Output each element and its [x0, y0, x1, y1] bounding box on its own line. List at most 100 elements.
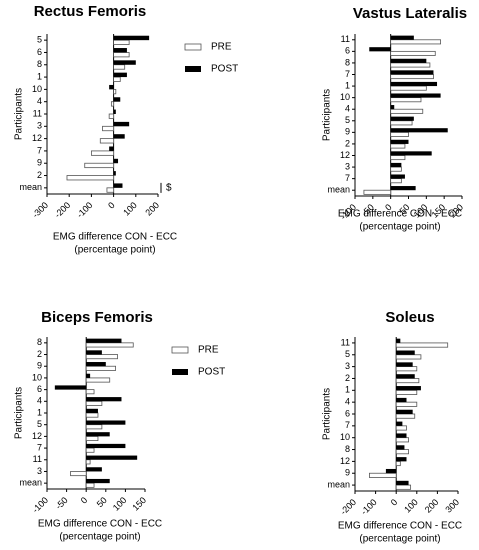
bar: [109, 84, 114, 90]
y-tick-label: 2: [345, 138, 350, 148]
bar: [390, 151, 432, 156]
bar: [390, 139, 409, 144]
bar: [85, 447, 95, 453]
bar: [396, 374, 415, 379]
y-tick-label: 6: [345, 408, 350, 418]
bar: [390, 166, 402, 172]
y-tick-label: 4: [37, 96, 42, 106]
bar: [85, 377, 111, 383]
x-tick-label: -200: [338, 497, 358, 517]
y-tick-label: 1: [345, 80, 350, 90]
y-tick-label: 8: [345, 444, 350, 454]
bar: [395, 460, 401, 467]
bar: [113, 109, 116, 114]
legend-label: PRE: [198, 345, 219, 356]
bar: [113, 134, 125, 139]
y-tick-label: 6: [345, 46, 350, 56]
bar: [390, 70, 434, 75]
bar: [113, 72, 127, 78]
bar: [86, 350, 102, 355]
chart-title: Vastus Lateralis: [353, 5, 467, 22]
bar: [85, 412, 99, 418]
y-tick-label: 11: [341, 34, 350, 44]
bar: [396, 338, 401, 343]
y-tick-label: 7: [345, 69, 350, 79]
x-tick-label: 100: [111, 495, 129, 513]
y-tick-label: 10: [32, 84, 42, 94]
bar: [390, 85, 427, 91]
bar: [395, 366, 418, 372]
bar: [113, 171, 116, 176]
bar: [85, 435, 99, 441]
y-axis-label: Participants: [322, 388, 333, 440]
y-tick-label: 11: [33, 454, 42, 464]
y-tick-label: 8: [37, 337, 42, 347]
y-tick-label: 8: [37, 59, 42, 69]
x-tick-label: 200: [423, 497, 441, 515]
bar: [390, 105, 395, 110]
y-tick-label: 9: [345, 468, 350, 478]
bar: [395, 342, 449, 348]
bar: [86, 338, 122, 343]
y-tick-label: 11: [341, 337, 350, 347]
y-tick-label: 1: [37, 407, 42, 417]
bar: [395, 437, 409, 443]
bar: [54, 385, 87, 390]
bar: [85, 424, 103, 430]
bar: [396, 421, 403, 426]
y-tick-label: 10: [340, 432, 350, 442]
bar: [390, 155, 406, 161]
y-tick-label: 12: [32, 431, 42, 441]
bar: [390, 74, 434, 80]
y-tick-label: 5: [345, 115, 350, 125]
bar: [395, 378, 420, 384]
y-tick-label: mean: [327, 479, 350, 489]
bar: [363, 189, 392, 195]
x-tick-label: 0: [389, 497, 400, 508]
bar: [110, 101, 114, 107]
y-tick-label: 8: [345, 57, 350, 67]
y-axis-label: Participants: [322, 89, 333, 141]
y-tick-label: 5: [37, 35, 42, 45]
y-tick-label: 3: [37, 121, 42, 131]
bar: [113, 158, 119, 164]
y-tick-label: 4: [37, 396, 42, 406]
y-tick-label: 7: [345, 420, 350, 430]
bar: [86, 397, 122, 402]
x-tick-label: 100: [121, 200, 139, 218]
bar: [396, 350, 415, 355]
bar: [86, 432, 110, 437]
y-tick-label: 12: [340, 150, 350, 160]
y-tick-label: mean: [19, 478, 42, 488]
bar: [390, 35, 414, 40]
bar: [91, 150, 115, 156]
y-tick-label: 12: [340, 456, 350, 466]
x-tick-label: -100: [359, 497, 379, 517]
bar: [108, 113, 115, 119]
x-axis-label: (percentage point): [359, 222, 440, 233]
x-tick-label: -50: [53, 495, 69, 511]
y-tick-label: 3: [345, 161, 350, 171]
bar: [396, 457, 407, 462]
y-tick-label: 7: [37, 145, 42, 155]
bar: [390, 186, 416, 191]
y-tick-label: 5: [37, 419, 42, 429]
bar: [396, 480, 409, 486]
y-tick-label: mean: [19, 182, 42, 192]
y-tick-label: 3: [37, 466, 42, 476]
x-tick-label: 0: [79, 495, 90, 506]
bar: [396, 397, 407, 403]
bar: [99, 138, 114, 144]
bar: [86, 478, 110, 484]
y-tick-label: 5: [345, 349, 350, 359]
chart-title: Rectus Femoris: [34, 3, 147, 20]
bar: [106, 187, 115, 193]
x-tick-label: 300: [443, 497, 461, 515]
x-tick-label: 0: [106, 200, 117, 211]
bar: [102, 125, 114, 132]
legend-label: POST: [198, 367, 225, 378]
bar: [369, 47, 391, 52]
bar: [390, 62, 431, 68]
bar: [390, 143, 406, 149]
bar: [385, 468, 397, 474]
